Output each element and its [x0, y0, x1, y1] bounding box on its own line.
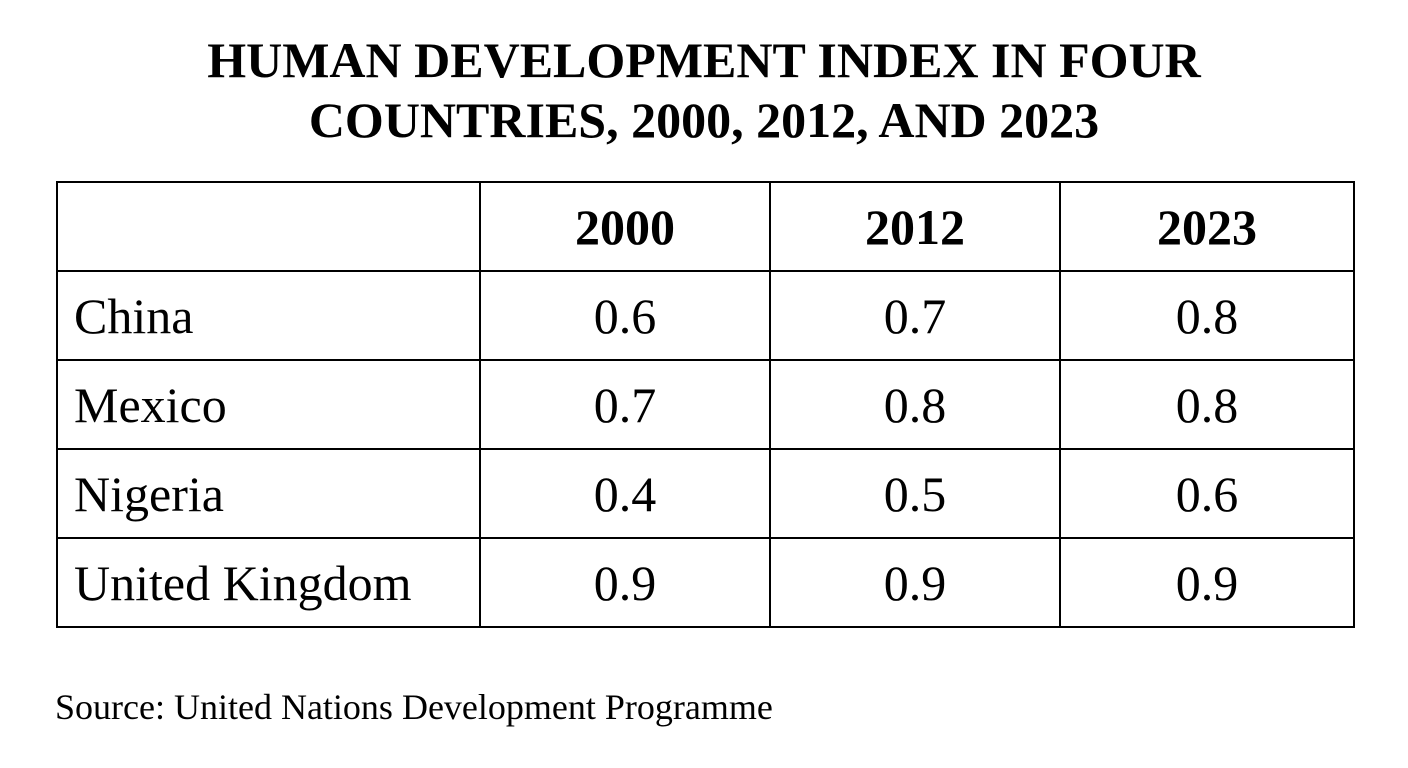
chart-title-line-1: HUMAN DEVELOPMENT INDEX IN FOUR [207, 32, 1201, 88]
table-row: United Kingdom 0.9 0.9 0.9 [56, 537, 1355, 628]
value-cell: 0.8 [1059, 270, 1355, 361]
value-cell: 0.6 [479, 270, 771, 361]
value-cell: 0.5 [769, 448, 1061, 539]
country-cell: Mexico [56, 359, 481, 450]
country-cell: United Kingdom [56, 537, 481, 628]
table-row: Nigeria 0.4 0.5 0.6 [56, 448, 1355, 539]
header-cell-year: 2000 [479, 181, 771, 272]
chart-title: HUMAN DEVELOPMENT INDEX IN FOUR COUNTRIE… [0, 30, 1408, 150]
header-cell-year: 2012 [769, 181, 1061, 272]
value-cell: 0.8 [1059, 359, 1355, 450]
header-row: 2000 2012 2023 [56, 181, 1355, 272]
country-cell: Nigeria [56, 448, 481, 539]
table-row: Mexico 0.7 0.8 0.8 [56, 359, 1355, 450]
header-cell-year: 2023 [1059, 181, 1355, 272]
header-cell-empty [56, 181, 481, 272]
value-cell: 0.7 [479, 359, 771, 450]
table-row: China 0.6 0.7 0.8 [56, 270, 1355, 361]
value-cell: 0.4 [479, 448, 771, 539]
value-cell: 0.8 [769, 359, 1061, 450]
value-cell: 0.9 [1059, 537, 1355, 628]
country-cell: China [56, 270, 481, 361]
value-cell: 0.7 [769, 270, 1061, 361]
hdi-table: 2000 2012 2023 China 0.6 0.7 0.8 Mexico … [56, 181, 1355, 628]
chart-title-line-2: COUNTRIES, 2000, 2012, AND 2023 [308, 92, 1100, 148]
value-cell: 0.9 [769, 537, 1061, 628]
value-cell: 0.6 [1059, 448, 1355, 539]
source-note: Source: United Nations Development Progr… [55, 687, 773, 727]
value-cell: 0.9 [479, 537, 771, 628]
